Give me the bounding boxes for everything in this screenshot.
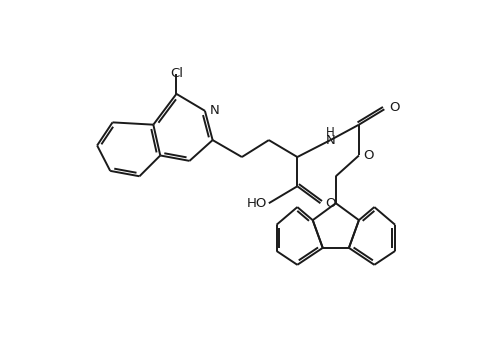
Text: N: N <box>325 134 335 147</box>
Text: Cl: Cl <box>170 67 183 80</box>
Text: N: N <box>210 103 220 117</box>
Text: H: H <box>326 126 335 139</box>
Text: O: O <box>325 197 336 210</box>
Text: O: O <box>364 149 374 162</box>
Text: O: O <box>389 101 399 114</box>
Text: HO: HO <box>247 197 268 210</box>
